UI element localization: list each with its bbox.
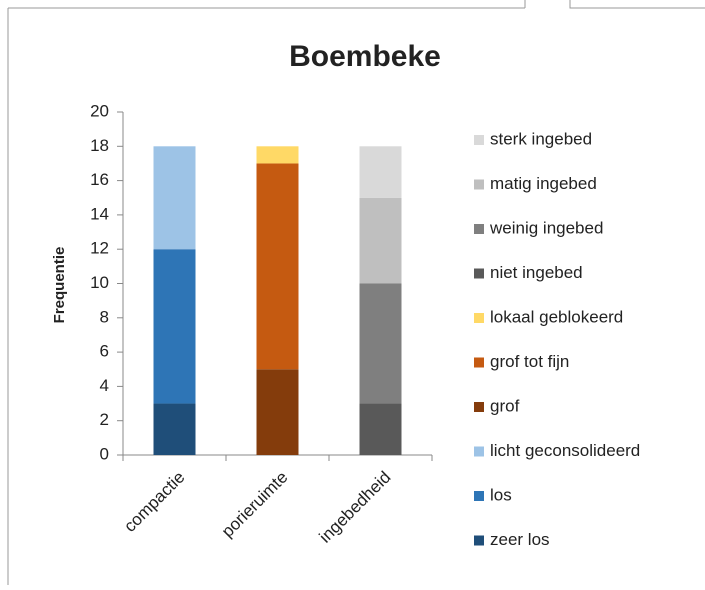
legend-swatch (474, 224, 484, 234)
bar-segment (359, 197, 402, 284)
legend-swatch (474, 268, 484, 279)
y-tick-label: 8 (100, 307, 109, 326)
chart-title: Boembeke (289, 40, 441, 73)
legend-label: grof tot fijn (490, 352, 569, 371)
y-tick-label: 12 (90, 239, 109, 258)
y-tick-label: 18 (90, 136, 109, 155)
y-tick-label: 20 (90, 101, 109, 120)
y-tick-label: 16 (90, 170, 109, 189)
legend-label: niet ingebed (490, 263, 583, 282)
y-axis-label: Frequentie (51, 247, 68, 324)
bar-segment (153, 146, 196, 250)
y-tick-label: 0 (100, 444, 109, 463)
legend-label: lokaal geblokeerd (490, 307, 623, 326)
y-tick-label: 6 (100, 342, 109, 361)
bar-segment (153, 249, 196, 404)
x-tick-label: porieruimte (218, 468, 292, 542)
legend-swatch (474, 446, 484, 457)
bar-segment (153, 403, 196, 455)
bar-segment (256, 163, 299, 370)
legend-label: sterk ingebed (490, 129, 592, 148)
y-tick-label: 14 (90, 204, 109, 223)
y-tick-label: 4 (100, 376, 109, 395)
legend-label: weinig ingebed (489, 218, 603, 237)
bar-segment (359, 283, 402, 404)
x-tick-label: ingebedheid (316, 468, 395, 547)
x-tick-label: compactie (120, 468, 188, 536)
legend-swatch (474, 357, 484, 368)
legend-label: licht geconsolideerd (490, 441, 640, 460)
legend-swatch (474, 313, 484, 323)
legend-label: matig ingebed (490, 174, 597, 193)
legend-swatch (474, 491, 484, 501)
legend-label: grof (490, 396, 520, 415)
y-tick-label: 10 (90, 273, 109, 292)
bar-segment (359, 146, 402, 198)
bar-segment (359, 403, 402, 455)
legend-swatch (474, 179, 484, 190)
legend-swatch (474, 135, 484, 145)
legend-label: los (490, 485, 512, 504)
legend-swatch (474, 402, 484, 412)
legend-swatch (474, 535, 484, 546)
legend-label: zeer los (490, 530, 550, 549)
cell-box (569, 0, 705, 9)
y-tick-label: 2 (100, 410, 109, 429)
bar-segment (256, 146, 299, 164)
bar-segment (256, 369, 299, 455)
